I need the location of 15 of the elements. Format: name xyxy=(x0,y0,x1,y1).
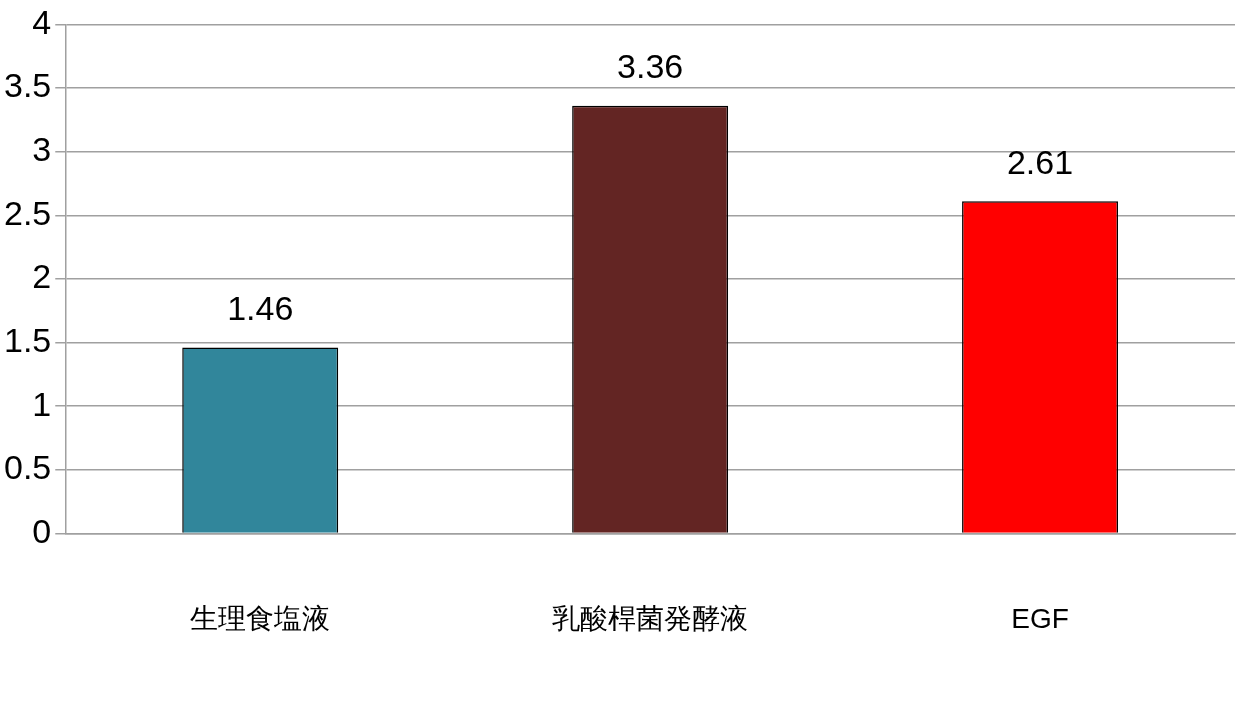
y-tick-label: 2 xyxy=(32,257,52,296)
y-tick-label: 3.5 xyxy=(4,66,52,105)
data-label: 3.36 xyxy=(617,47,684,86)
y-tick-label: 0 xyxy=(32,511,52,550)
y-tick-label: 4 xyxy=(32,2,52,41)
y-tick-label: 1.5 xyxy=(4,320,52,359)
x-tick-label: 乳酸桿菌発酵液 xyxy=(552,602,749,634)
y-tick-label: 3 xyxy=(32,130,52,169)
x-tick-label: EGF xyxy=(1011,602,1069,634)
data-label: 2.61 xyxy=(1006,142,1074,181)
y-tick-label: 2.5 xyxy=(4,193,52,232)
data-label: 1.46 xyxy=(227,288,294,327)
y-tick-label: 1 xyxy=(32,384,52,423)
y-tick-label: 0.5 xyxy=(4,448,52,487)
x-tick-label: 生理食塩液 xyxy=(190,602,331,634)
